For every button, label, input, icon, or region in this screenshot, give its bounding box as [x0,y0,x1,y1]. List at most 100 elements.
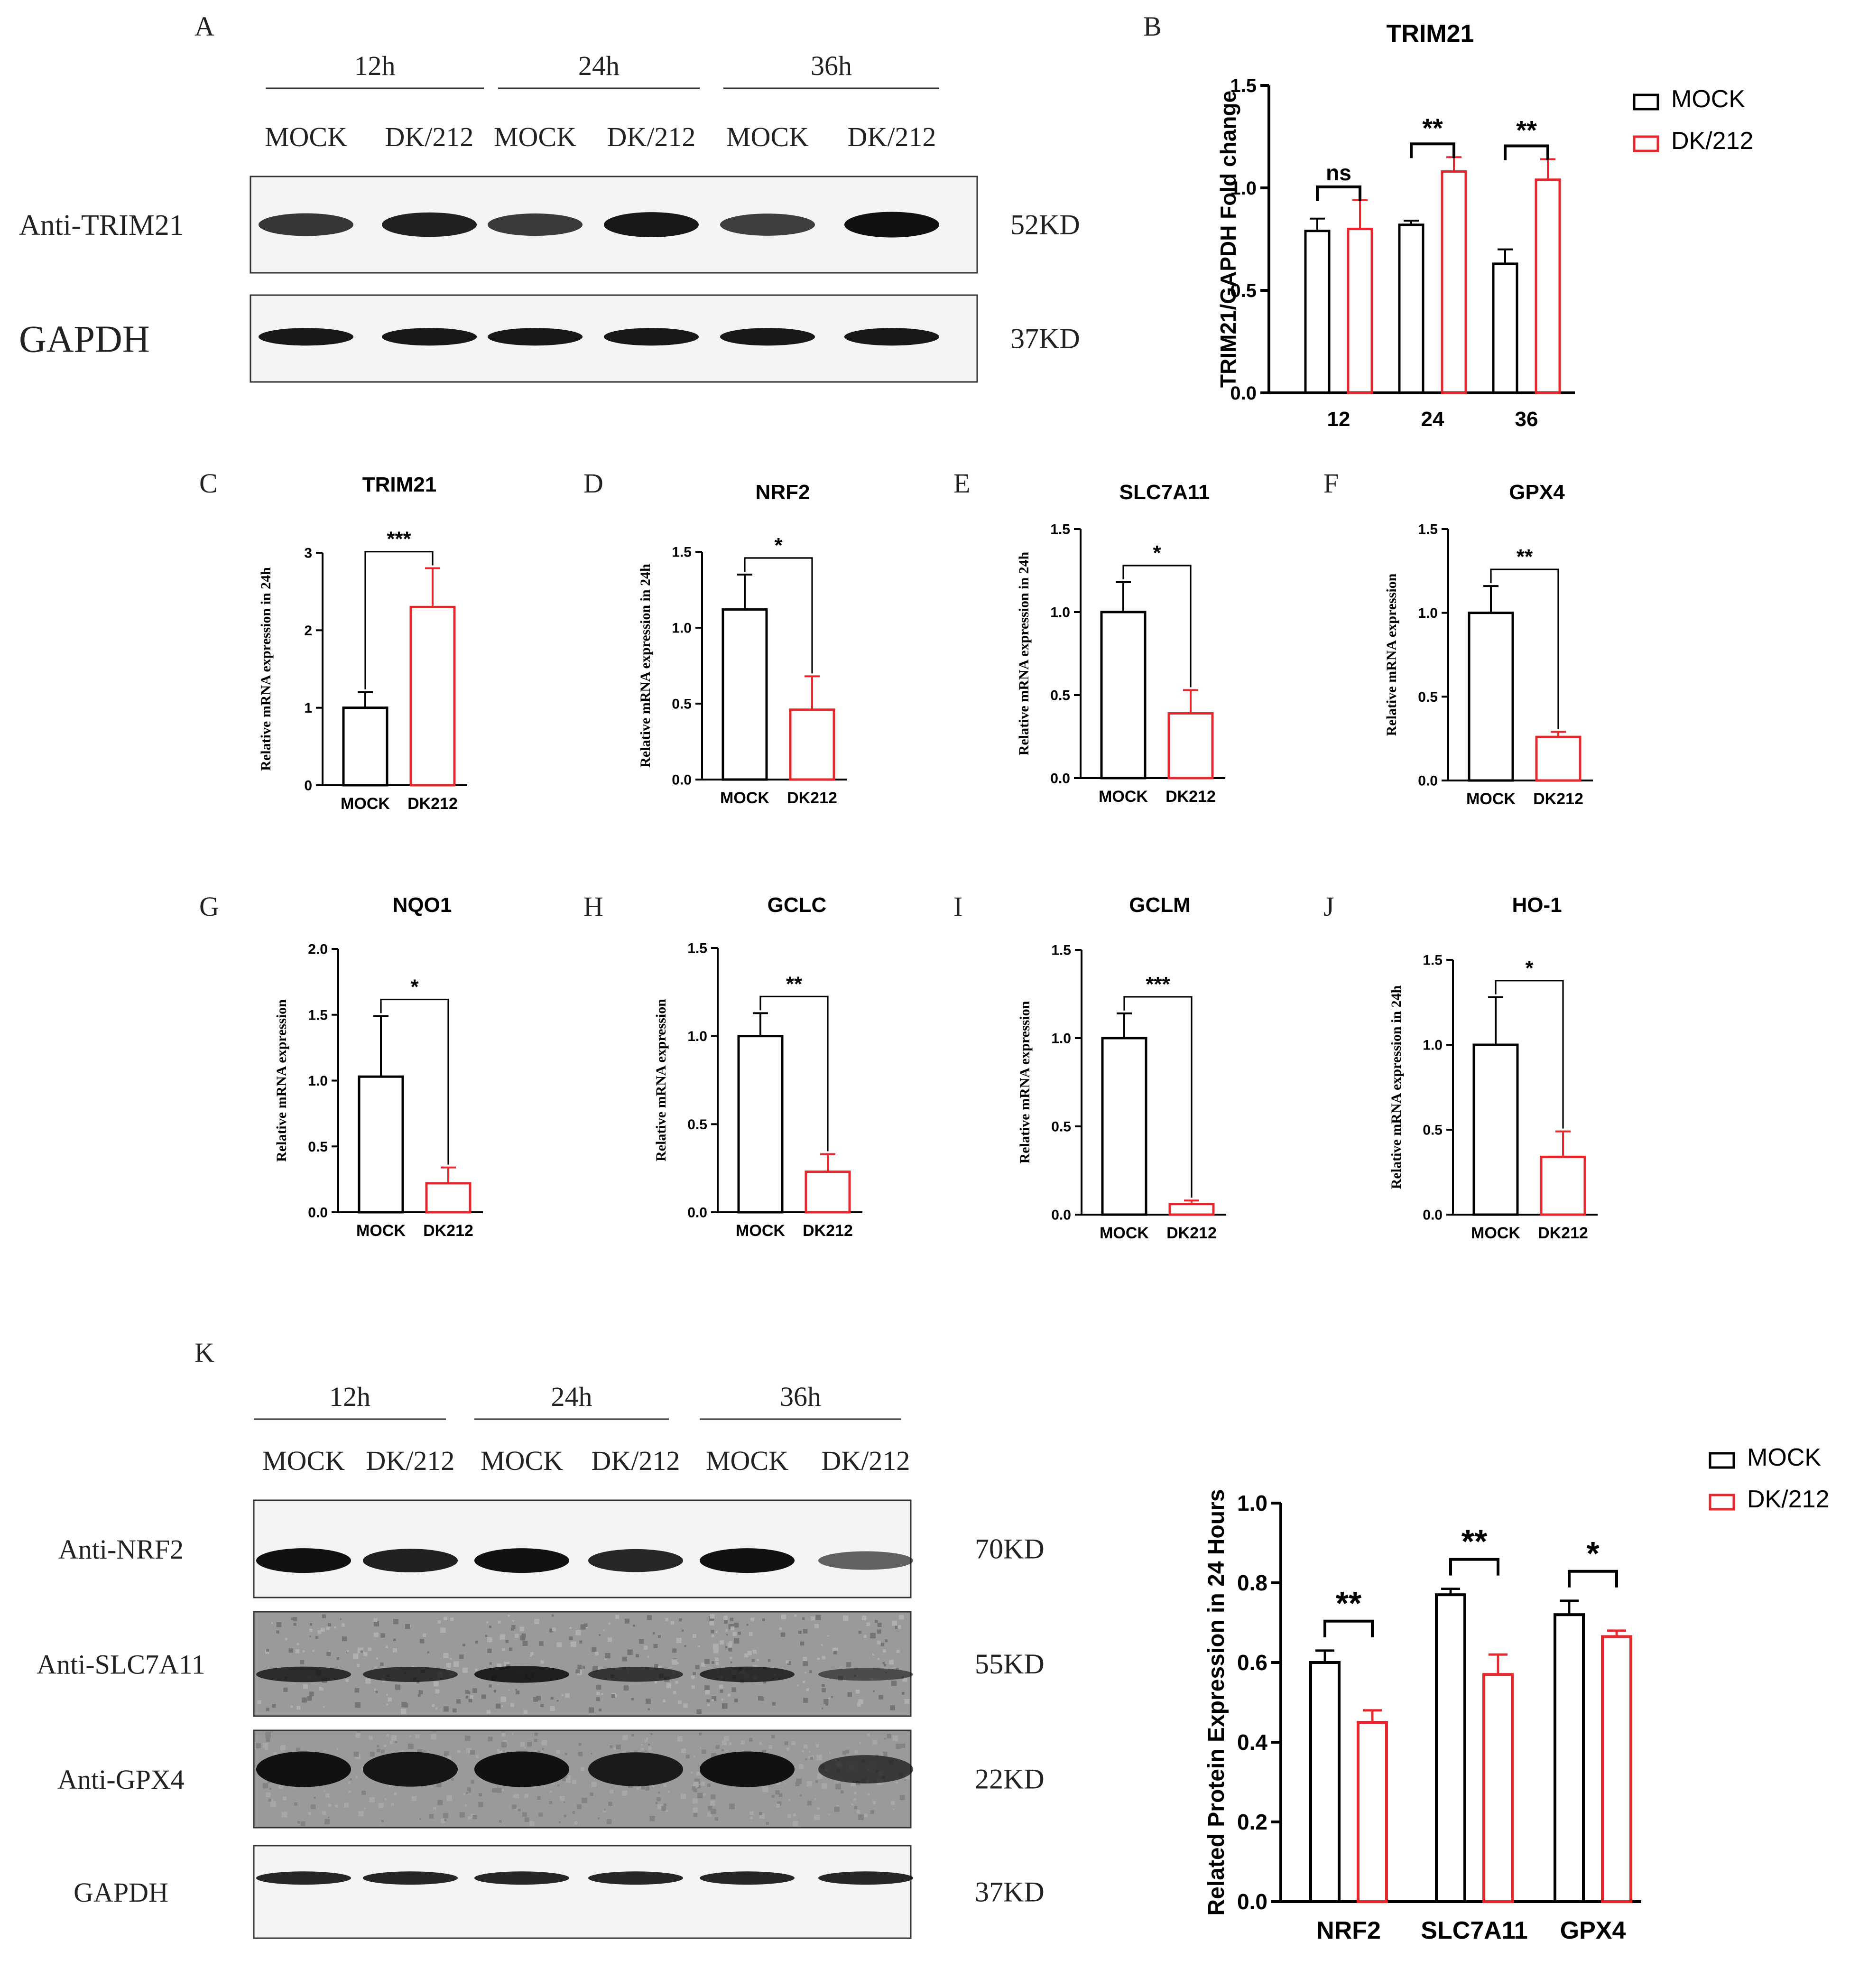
blot-speckle [646,1737,648,1740]
blot-speckle [683,1703,688,1708]
bar [722,608,768,781]
blot-speckle [456,1699,461,1704]
x-tick-label: 36 [1515,408,1538,431]
blot-speckle [788,1799,791,1802]
bar [1472,1043,1519,1216]
y-tick-label: 3 [304,546,312,561]
blot-speckle [713,1812,715,1814]
x-tick-label: MOCK [356,1222,406,1240]
blot-speckle [725,1646,728,1649]
blot-speckle [516,1691,520,1694]
blot-speckle [462,1644,465,1646]
blot-speckle [658,1666,662,1670]
lane-label: DK/212 [592,1445,680,1476]
blot-speckle [622,1790,628,1796]
blot-speckle [395,1741,397,1743]
blot-speckle [639,1639,644,1644]
blot-speckle [803,1661,808,1666]
blot-speckle [610,1745,613,1748]
blot-speckle [412,1796,417,1801]
bar [1492,262,1518,394]
blot-speckle [482,1695,485,1698]
blot-speckle [822,1688,826,1692]
blot-speckle [468,1816,472,1820]
blot-speckle [834,1806,840,1812]
blot-speckle [762,1618,765,1621]
blot-speckle [433,1807,436,1810]
blot-speckle [798,1764,804,1769]
lane-label: DK/212 [385,121,474,152]
blot-speckle [870,1633,876,1639]
blot-speckle [475,1640,479,1644]
y-tick-label: 1.0 [1050,605,1070,621]
y-tick-label: 0.0 [1051,1208,1071,1223]
blot-speckle [677,1662,679,1664]
blot-speckle [340,1618,342,1620]
blot-speckle [884,1737,886,1740]
y-tick-label: 0.6 [1237,1650,1267,1675]
blot-speckle [779,1627,782,1630]
blot-speckle [369,1797,375,1803]
blot-speckle [747,1651,752,1655]
blot-speckle [648,1708,650,1710]
blot-speckle [443,1813,448,1819]
significance-bracket [1490,568,1559,729]
blot-speckle [811,1616,815,1621]
blot-speckle [722,1740,727,1745]
x-tick-label: SLC7A11 [1421,1917,1527,1944]
blot-speckle [447,1755,452,1759]
blot-speckle [655,1681,657,1684]
blot-speckle [814,1814,820,1821]
blot-band [720,214,815,236]
blot-speckle [815,1744,819,1748]
blot-speckle [265,1792,271,1797]
blot-speckle [530,1652,534,1655]
blot-speckle [278,1784,284,1789]
significance-bracket [380,998,449,1165]
bar [1357,1721,1388,1903]
blot-speckle [706,1699,710,1702]
blot-band [363,1549,458,1572]
blot-speckle [856,1810,860,1814]
blot-speckle [681,1748,686,1753]
blot-speckle [323,1706,325,1708]
chart-D: 0.0 0.5 1.0 1.5 NRF2 Relative mRNA expression… [638,481,847,807]
bar [1309,1661,1341,1903]
blot-speckle [578,1751,583,1756]
blot-speckle [734,1623,739,1628]
time-label: 36h [780,1381,821,1412]
blot-band [818,1551,913,1570]
y-tick-label: 0.4 [1237,1730,1267,1755]
blot-speckle [622,1735,628,1740]
bar [1347,227,1373,394]
blot-speckle [821,1644,823,1646]
blot-band [259,213,353,236]
blot-speckle [296,1643,299,1645]
blot-speckle [784,1741,788,1746]
blot-speckle [272,1704,276,1708]
blot-speckle [803,1657,807,1661]
chart-title: SLC7A11 [1119,481,1210,504]
blot-speckle [854,1792,857,1794]
blot-speckle [776,1803,780,1808]
significance-bracket [1504,144,1549,160]
blot-speckle [303,1684,308,1689]
blot-speckle [523,1710,527,1714]
chart-E: 0.0 0.5 1.0 1.5 SLC7A11 Relative mRNA express… [1016,481,1225,806]
blot-speckle [556,1750,560,1754]
blot-speckle [342,1636,347,1642]
blot-speckle [357,1647,363,1654]
blot-speckle [719,1685,723,1689]
x-tick-label: DK212 [1538,1224,1588,1242]
blot-speckle [712,1699,714,1701]
blot-speckle [538,1812,543,1817]
blot-speckle [582,1666,585,1669]
blot-speckle [508,1689,510,1691]
blot-speckle [309,1628,313,1632]
blot-speckle [281,1811,287,1818]
blot-speckle [693,1782,699,1787]
blot-speckle [889,1660,894,1665]
blot-speckle [699,1747,702,1749]
blot-speckle [496,1787,502,1793]
blot-speckle [373,1618,378,1622]
